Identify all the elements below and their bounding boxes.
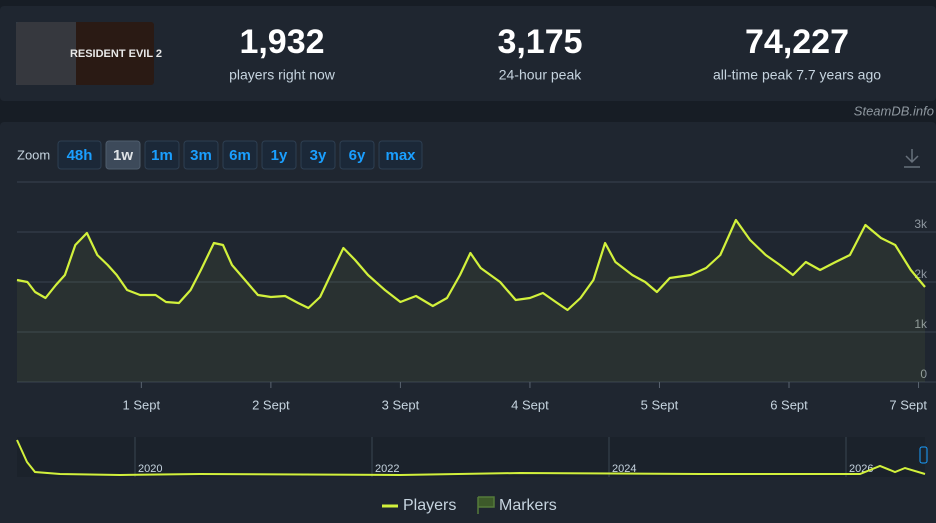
- zoom-option[interactable]: 3m: [190, 147, 212, 164]
- zoom-button[interactable]: [261, 140, 297, 170]
- stats-panel: [0, 6, 936, 101]
- zoom-option[interactable]: 6m: [229, 147, 251, 164]
- download-glyph: [904, 149, 920, 168]
- stat-value: 3,175: [497, 23, 582, 61]
- y-tick-label: 0: [920, 367, 927, 381]
- navigator-handle[interactable]: [919, 446, 928, 464]
- x-tick-label: 3 Sept: [382, 397, 420, 412]
- zoom-button[interactable]: [105, 140, 141, 170]
- navigator-label: 2022: [375, 463, 399, 475]
- legend: Players Markers: [382, 496, 557, 514]
- zoom-buttons: 48h 1w 1m 3m 6m 1y 3y 6y max: [57, 140, 423, 170]
- legend-flag: [477, 496, 495, 514]
- download-icon[interactable]: [904, 149, 920, 168]
- y-tick-label: 1k: [914, 317, 928, 331]
- stat-label: 24-hour peak: [499, 67, 583, 83]
- x-tick-label: 4 Sept: [511, 397, 549, 412]
- navigator-label: 2020: [138, 463, 162, 475]
- x-tick-label: 2 Sept: [252, 397, 290, 412]
- navigator-label: 2024: [612, 463, 636, 475]
- watermark: SteamDB.info: [854, 103, 934, 118]
- zoom-button[interactable]: [378, 140, 423, 170]
- stat-value: 74,227: [745, 23, 849, 61]
- navigator-bg: [17, 437, 925, 477]
- zoom-button[interactable]: [339, 140, 375, 170]
- zoom-label: Zoom: [17, 147, 50, 162]
- image-figure: [16, 22, 76, 85]
- series-area: [17, 220, 925, 382]
- zoom-option[interactable]: 6y: [349, 147, 366, 164]
- zoom-option[interactable]: max: [385, 147, 416, 164]
- series-line: [16, 218, 926, 312]
- zoom-button[interactable]: [57, 140, 102, 170]
- stat-value: 1,932: [239, 23, 324, 61]
- image-text: RESIDENT EVIL 2: [70, 48, 162, 60]
- stat-label: players right now: [229, 67, 336, 83]
- zoom-option[interactable]: 3y: [310, 147, 327, 164]
- zoom-button[interactable]: [144, 140, 180, 170]
- legend-label[interactable]: Markers: [499, 497, 557, 514]
- x-tick-label: 1 Sept: [123, 397, 161, 412]
- stat-label: all-time peak 7.7 years ago: [713, 67, 881, 83]
- legend-label[interactable]: Players: [403, 497, 456, 514]
- y-tick-label: 3k: [914, 217, 928, 231]
- zoom-button[interactable]: [183, 140, 219, 170]
- navigator-line-series: [16, 439, 926, 477]
- zoom-option[interactable]: 1y: [271, 147, 288, 164]
- zoom-option[interactable]: 1w: [113, 147, 133, 164]
- zoom-button[interactable]: [222, 140, 258, 170]
- x-tick-label: 6 Sept: [770, 397, 808, 412]
- zoom-option[interactable]: 48h: [67, 147, 93, 164]
- zoom-option[interactable]: 1m: [151, 147, 173, 164]
- navigator: 2020 2022 2024 2026: [16, 437, 928, 477]
- zoom-button[interactable]: [300, 140, 336, 170]
- chart-panel: [0, 122, 936, 523]
- x-tick-label: 7 Sept: [889, 397, 927, 412]
- x-tick-label: 5 Sept: [641, 397, 679, 412]
